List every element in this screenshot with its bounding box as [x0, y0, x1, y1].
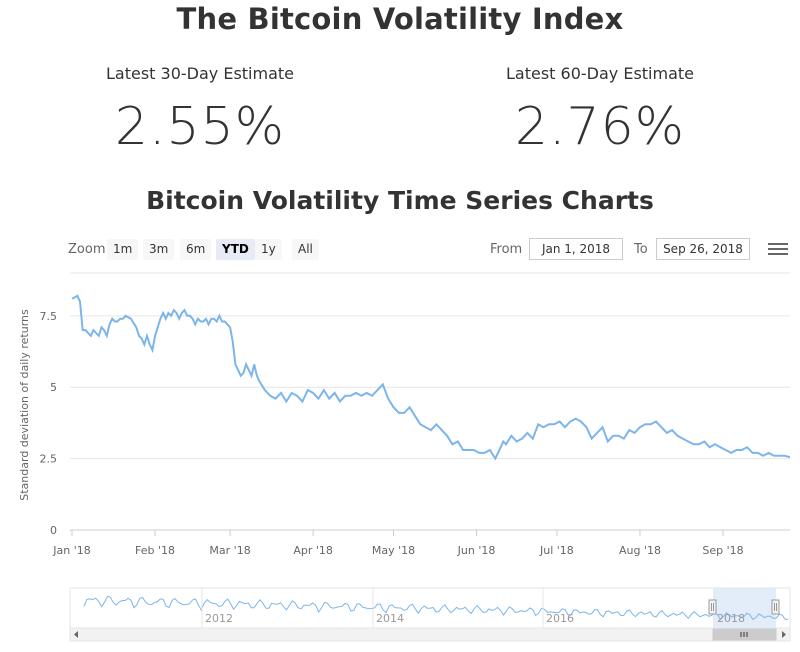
series-line — [71, 294, 791, 461]
zoom-button-all[interactable]: All — [292, 239, 319, 260]
y-tick-label: 0 — [50, 524, 57, 537]
zoom-label: Zoom — [68, 242, 106, 257]
x-tick-label: Feb '18 — [135, 544, 175, 557]
estimate-60-value: 2.76% — [514, 97, 686, 157]
x-tick-label: Jan '18 — [52, 544, 90, 557]
from-label: From — [490, 242, 523, 257]
x-tick-label: Sep '18 — [702, 544, 743, 557]
from-date-input[interactable]: Jan 1, 2018 — [529, 238, 623, 260]
x-tick-label: Jun '18 — [457, 544, 496, 557]
scrollbar-thumb[interactable] — [712, 628, 777, 641]
y-axis-label: Standard deviation of daily returns — [18, 309, 31, 501]
y-tick-label: 7.5 — [40, 310, 58, 323]
navigator-background — [69, 587, 791, 629]
zoom-button-1y[interactable]: 1y — [255, 239, 282, 260]
estimate-30-value: 2.55% — [114, 97, 286, 157]
y-tick-label: 2.5 — [40, 453, 58, 466]
estimate-30-label: Latest 30-Day Estimate — [105, 64, 294, 83]
zoom-button-3m[interactable]: 3m — [143, 239, 175, 260]
to-label: To — [634, 242, 648, 257]
estimate-60-label: Latest 60-Day Estimate — [505, 64, 694, 83]
y-tick-label: 5 — [50, 381, 57, 394]
estimate-30-day: Latest 30-Day Estimate 2.55% — [50, 64, 350, 157]
scroll-left-arrow-icon[interactable] — [74, 631, 78, 638]
navigator-handle-left[interactable] — [708, 599, 717, 615]
scrollbar-track[interactable] — [69, 627, 791, 642]
zoom-button-6m[interactable]: 6m — [180, 239, 212, 260]
hamburger-menu-icon[interactable] — [768, 241, 788, 259]
chart-section-title: Bitcoin Volatility Time Series Charts — [146, 186, 654, 215]
scrollbar[interactable] — [69, 627, 791, 642]
x-tick-label: Aug '18 — [619, 544, 661, 557]
x-tick-label: May '18 — [372, 544, 415, 557]
page-title: The Bitcoin Volatility Index — [176, 2, 624, 36]
estimate-60-day: Latest 60-Day Estimate 2.76% — [450, 64, 750, 157]
navigator-selection[interactable] — [713, 588, 776, 628]
to-date-input[interactable]: Sep 26, 2018 — [656, 238, 750, 260]
x-tick-label: Apr '18 — [293, 544, 333, 557]
navigator-year-label: 2014 — [376, 612, 404, 625]
zoom-button-ytd[interactable]: YTD — [216, 239, 255, 260]
navigator-year-label: 2016 — [546, 612, 574, 625]
navigator-handle-right[interactable] — [771, 599, 780, 615]
navigator-year-label: 2012 — [205, 612, 233, 625]
scroll-right-arrow-icon[interactable] — [782, 631, 786, 638]
navigator[interactable]: 2012 2014 2016 2018 — [69, 587, 791, 629]
x-tick-label: Mar '18 — [209, 544, 250, 557]
x-tick-label: Jul '18 — [539, 544, 574, 557]
navigator-series-line — [83, 595, 789, 621]
zoom-button-1m[interactable]: 1m — [107, 239, 139, 260]
navigator-year-label: 2018 — [717, 612, 745, 625]
